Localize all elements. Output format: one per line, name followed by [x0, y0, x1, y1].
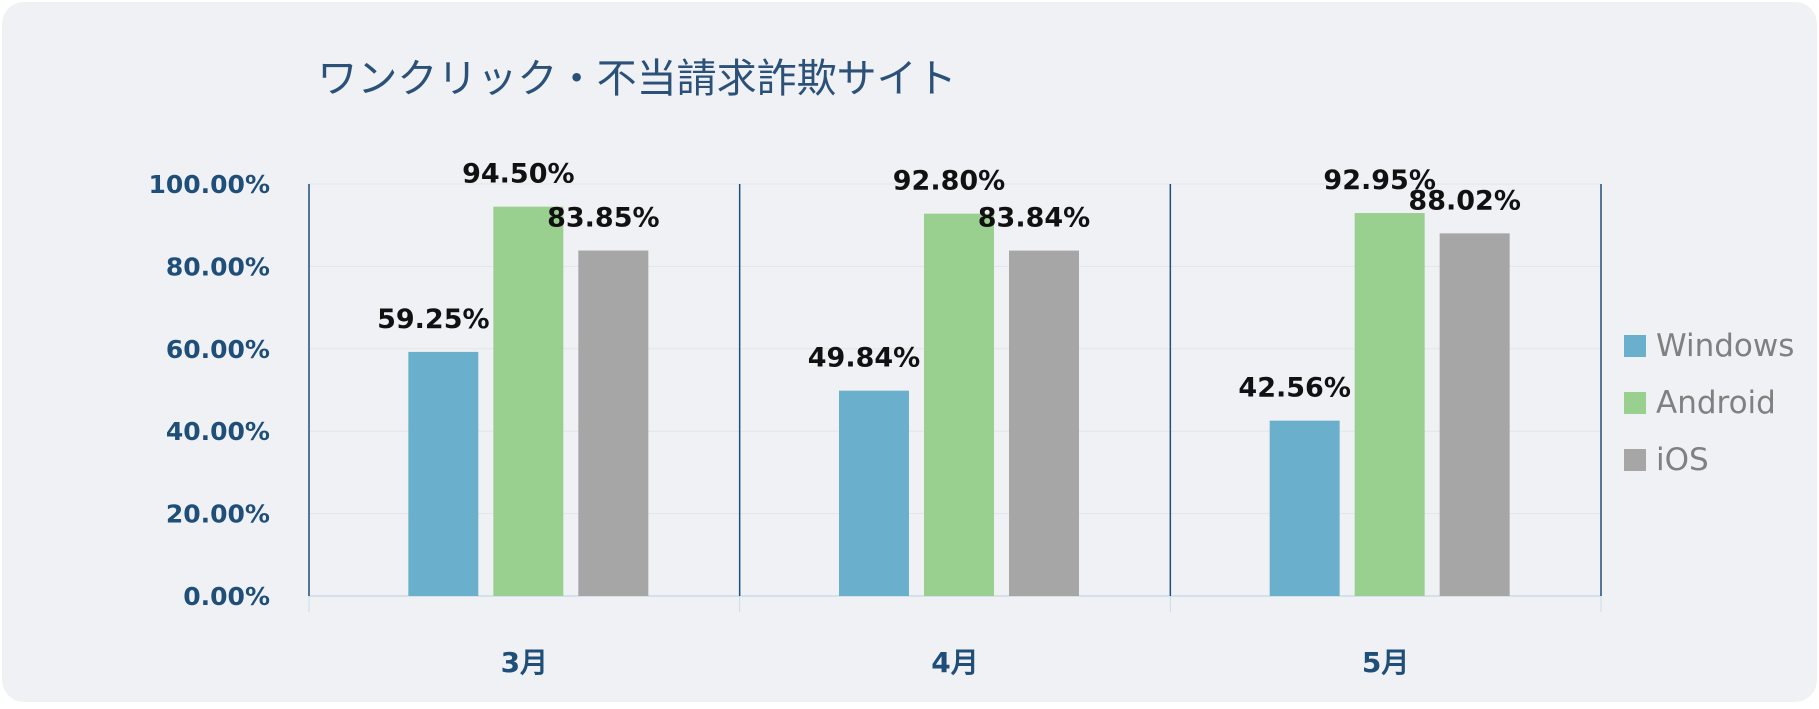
y-tick-label: 40.00%	[166, 417, 270, 446]
y-tick-label: 100.00%	[148, 170, 270, 199]
x-axis-categories: 3月 4月 5月	[501, 646, 1410, 679]
bar-windows-2	[839, 390, 909, 596]
data-label: 59.25%	[377, 304, 489, 335]
data-label: 83.85%	[547, 203, 659, 234]
data-label: 83.84%	[978, 203, 1090, 234]
data-label: 94.50%	[462, 159, 574, 190]
data-label: 92.95%	[1323, 165, 1435, 196]
legend-swatch	[1624, 335, 1646, 357]
legend-swatch	[1624, 392, 1646, 414]
x-category-label: 3月	[501, 646, 548, 679]
y-tick-label: 60.00%	[166, 335, 270, 364]
chart-title: ワンクリック・不当請求詐欺サイト	[317, 56, 956, 102]
y-tick-label: 80.00%	[166, 252, 270, 281]
bar-android-1	[493, 206, 564, 596]
data-label: 42.56%	[1238, 373, 1350, 404]
bar-ios-3	[1439, 233, 1510, 596]
bar-windows-3	[1269, 420, 1340, 596]
data-label: 88.02%	[1408, 185, 1520, 216]
bar-ios-1	[578, 250, 649, 596]
legend-label: Android	[1656, 385, 1776, 421]
y-tick-label: 20.00%	[166, 500, 270, 529]
bar-android-2	[924, 213, 994, 596]
legend-label: Windows	[1656, 328, 1794, 364]
bars	[408, 206, 1510, 596]
bar-ios-2	[1009, 250, 1079, 596]
x-category-label: 4月	[931, 646, 978, 679]
legend: Windows Android iOS	[1624, 328, 1794, 478]
data-label: 92.80%	[893, 166, 1005, 197]
y-tick-label: 0.00%	[183, 582, 270, 611]
data-labels: 59.25% 94.50% 83.85% 49.84% 92.80% 83.84% 42.5…	[377, 159, 1521, 404]
legend-label: iOS	[1656, 442, 1709, 478]
y-axis-ticks: 0.00% 20.00% 40.00% 60.00% 80.00% 100.00%	[148, 170, 270, 611]
legend-swatch	[1624, 449, 1646, 471]
data-label: 49.84%	[808, 343, 920, 374]
category-dividers	[308, 184, 1602, 612]
bar-android-3	[1354, 213, 1425, 596]
bar-windows-1	[408, 351, 479, 596]
x-category-label: 5月	[1362, 646, 1409, 679]
